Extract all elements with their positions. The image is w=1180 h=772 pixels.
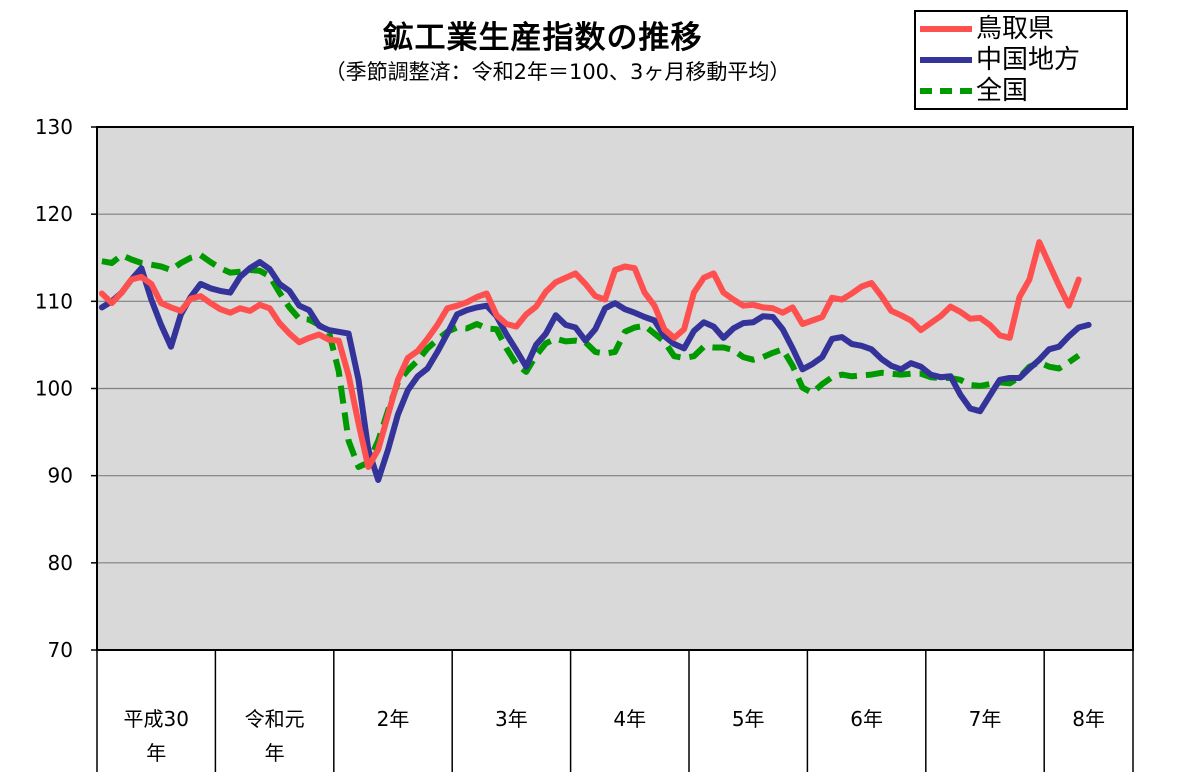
y-tick-label: 90	[48, 464, 73, 488]
y-tick-label: 80	[48, 551, 73, 575]
legend-label-national: 全国	[976, 76, 1029, 106]
chart-subtitle: （季節調整済：令和2年＝100、3ヶ月移動平均）	[324, 60, 791, 84]
legend-swatch-chugoku	[920, 57, 972, 63]
x-category-label: 5年	[732, 707, 765, 731]
plot-border	[96, 126, 1134, 651]
legend-label-chugoku: 中国地方	[976, 45, 1081, 75]
legend-item-chugoku: 中国地方	[920, 45, 1080, 75]
x-category-label: 8年	[1072, 707, 1105, 731]
y-tick-label: 100	[35, 377, 73, 401]
y-tick-label: 120	[35, 202, 73, 226]
legend-swatch-national	[920, 88, 972, 94]
series-line-national	[101, 252, 1081, 470]
series-line-chugoku	[98, 259, 1092, 483]
y-tick-label: 130	[35, 115, 73, 139]
legend-swatch-tottori	[920, 26, 972, 32]
chart-title: 鉱工業生産指数の推移	[382, 20, 703, 56]
series-line-tottori	[98, 239, 1082, 470]
x-category-label: 2年	[377, 707, 410, 731]
x-category-label: 令和元年	[245, 707, 305, 765]
x-category-label: 3年	[495, 707, 528, 731]
x-category-label: 7年	[969, 707, 1002, 731]
legend: 鳥取県 中国地方 全国	[914, 10, 1128, 110]
legend-item-national: 全国	[920, 76, 1028, 106]
x-category-label: 4年	[613, 707, 646, 731]
x-category-label: 平成30 年	[123, 707, 188, 765]
x-category-label: 6年	[850, 707, 883, 731]
y-tick-label: 70	[48, 638, 73, 662]
legend-item-tottori: 鳥取県	[920, 14, 1054, 44]
y-tick-label: 110	[35, 289, 73, 313]
legend-label-tottori: 鳥取県	[976, 14, 1055, 44]
